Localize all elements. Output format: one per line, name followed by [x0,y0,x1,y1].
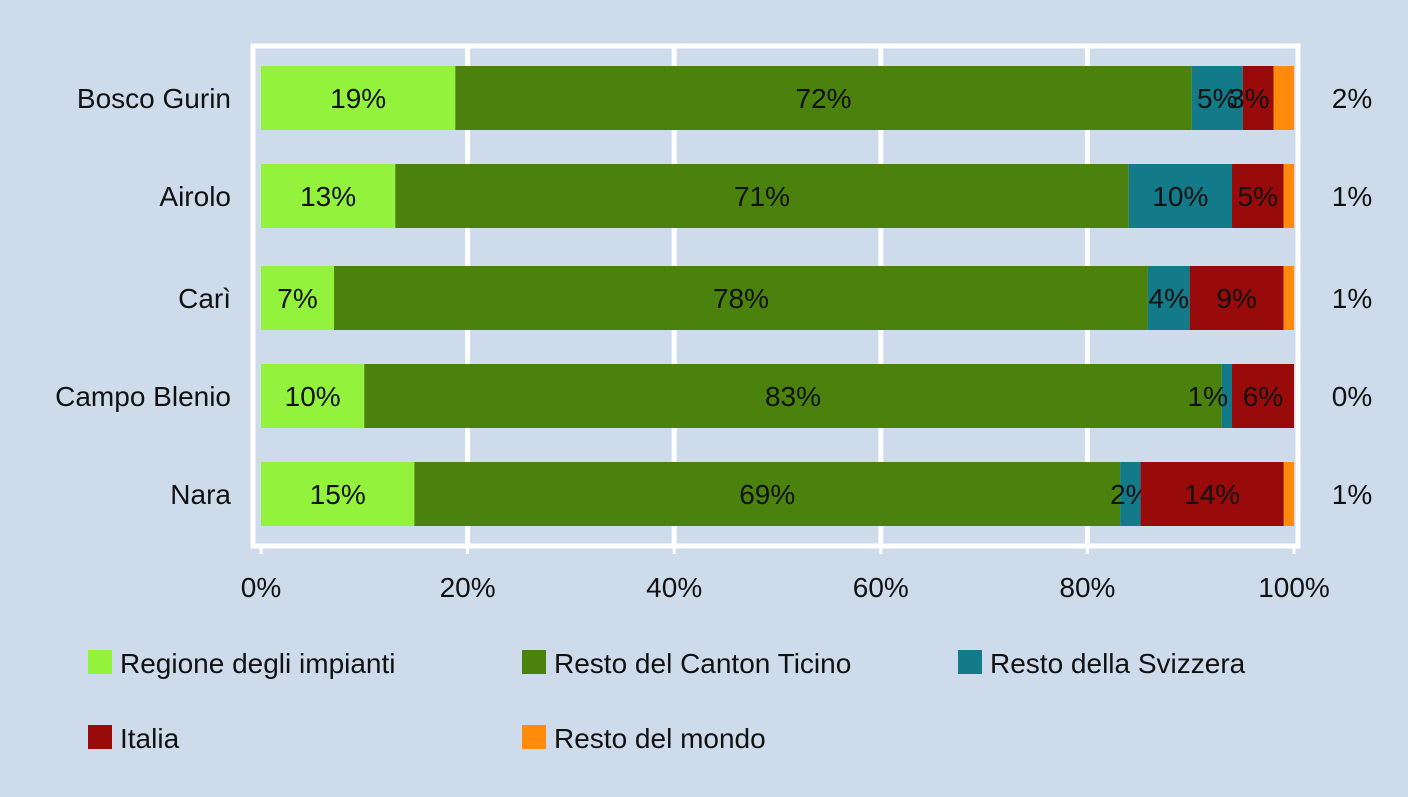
data-label: 14% [1184,479,1240,510]
bar-segment [334,266,1148,330]
x-tick-label: 60% [853,572,909,603]
x-tick-label: 80% [1059,572,1115,603]
data-label: 1% [1188,381,1228,412]
bar-segment [1147,266,1190,330]
legend-label: Resto della Svizzera [990,648,1246,679]
legend-swatch [88,725,112,749]
bar-segment [1242,66,1274,130]
legend-label: Regione degli impianti [120,648,396,679]
category-label: Nara [170,479,231,510]
legend-label: Italia [120,723,180,754]
data-label: 78% [713,283,769,314]
bar-segment [1283,164,1294,228]
bar-segment [395,164,1129,228]
bar-segment [261,66,456,130]
category-label: Bosco Gurin [77,83,231,114]
legend-swatch [522,725,546,749]
bar-segment [1283,462,1294,526]
data-label: 13% [300,181,356,212]
bar-segment [1232,164,1284,228]
data-label: 0% [1332,381,1372,412]
data-label: 2% [1332,83,1372,114]
data-label: 10% [1152,181,1208,212]
bar-segment [1191,66,1243,130]
data-label: 15% [310,479,366,510]
bar-segment [261,164,396,228]
plot-area [250,43,1301,549]
category-label: Airolo [159,181,231,212]
data-label: 83% [765,381,821,412]
data-label: 19% [330,83,386,114]
x-tick-label: 20% [440,572,496,603]
data-label: 1% [1332,181,1372,212]
legend-swatch [958,650,982,674]
x-tick-label: 0% [241,572,281,603]
bar-segment [1232,364,1294,428]
bar-segment [1140,462,1284,526]
bar-segment [1273,66,1294,130]
legend-label: Resto del mondo [554,723,766,754]
legend-label: Resto del Canton Ticino [554,648,851,679]
data-label: 1% [1332,479,1372,510]
data-label: 71% [734,181,790,212]
bar-segment [414,462,1121,526]
bar-segment [364,364,1222,428]
bar-segment [1189,266,1284,330]
bar-segment [1120,462,1141,526]
bar-segment [1221,364,1233,428]
bar-segment [261,266,335,330]
category-label: Campo Blenio [55,381,231,412]
bar-segment [261,462,415,526]
data-label: 1% [1332,283,1372,314]
x-tick-label: 100% [1258,572,1330,603]
legend-swatch [522,650,546,674]
legend-swatch [88,650,112,674]
data-label: 72% [796,83,852,114]
data-label: 6% [1243,381,1283,412]
data-label: 69% [739,479,795,510]
data-label: 4% [1149,283,1189,314]
data-label: 5% [1197,83,1237,114]
data-label: 5% [1238,181,1278,212]
category-label: Carì [178,283,231,314]
x-tick-label: 40% [646,572,702,603]
data-label: 7% [277,283,317,314]
data-label: 3% [1229,83,1269,114]
bar-segment [1283,266,1294,330]
bar-segment [261,364,365,428]
bar-segment [455,66,1192,130]
data-label: 10% [285,381,341,412]
bar-segment [1128,164,1233,228]
data-label: 9% [1216,283,1256,314]
